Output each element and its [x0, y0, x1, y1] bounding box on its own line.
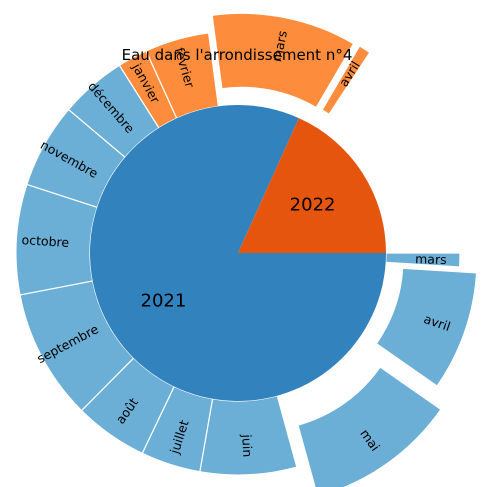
outer-wedge-2021-mai — [297, 366, 442, 487]
outer-wedge-2022-avril — [321, 45, 371, 116]
inner-wedge-2022 — [238, 118, 386, 253]
outer-wedge-2021-avril — [375, 267, 478, 387]
chart-title: Eau dans l'arrondissement n°4 — [122, 46, 353, 64]
outer-wedge-2022-mars — [211, 12, 355, 109]
inner-label-2021: 2021 — [141, 291, 187, 312]
outer-label-2022-mars: mars — [269, 29, 290, 63]
outer-label-2021-mars: mars — [415, 251, 447, 267]
inner-label-2022: 2022 — [290, 194, 336, 215]
inner-ring — [90, 104, 386, 401]
outer-label-2021-juin: juin — [239, 433, 255, 457]
outer-ring — [15, 12, 478, 487]
outer-label-2021-octobre: octobre — [21, 232, 70, 250]
inner-wedge-2021 — [90, 104, 386, 401]
